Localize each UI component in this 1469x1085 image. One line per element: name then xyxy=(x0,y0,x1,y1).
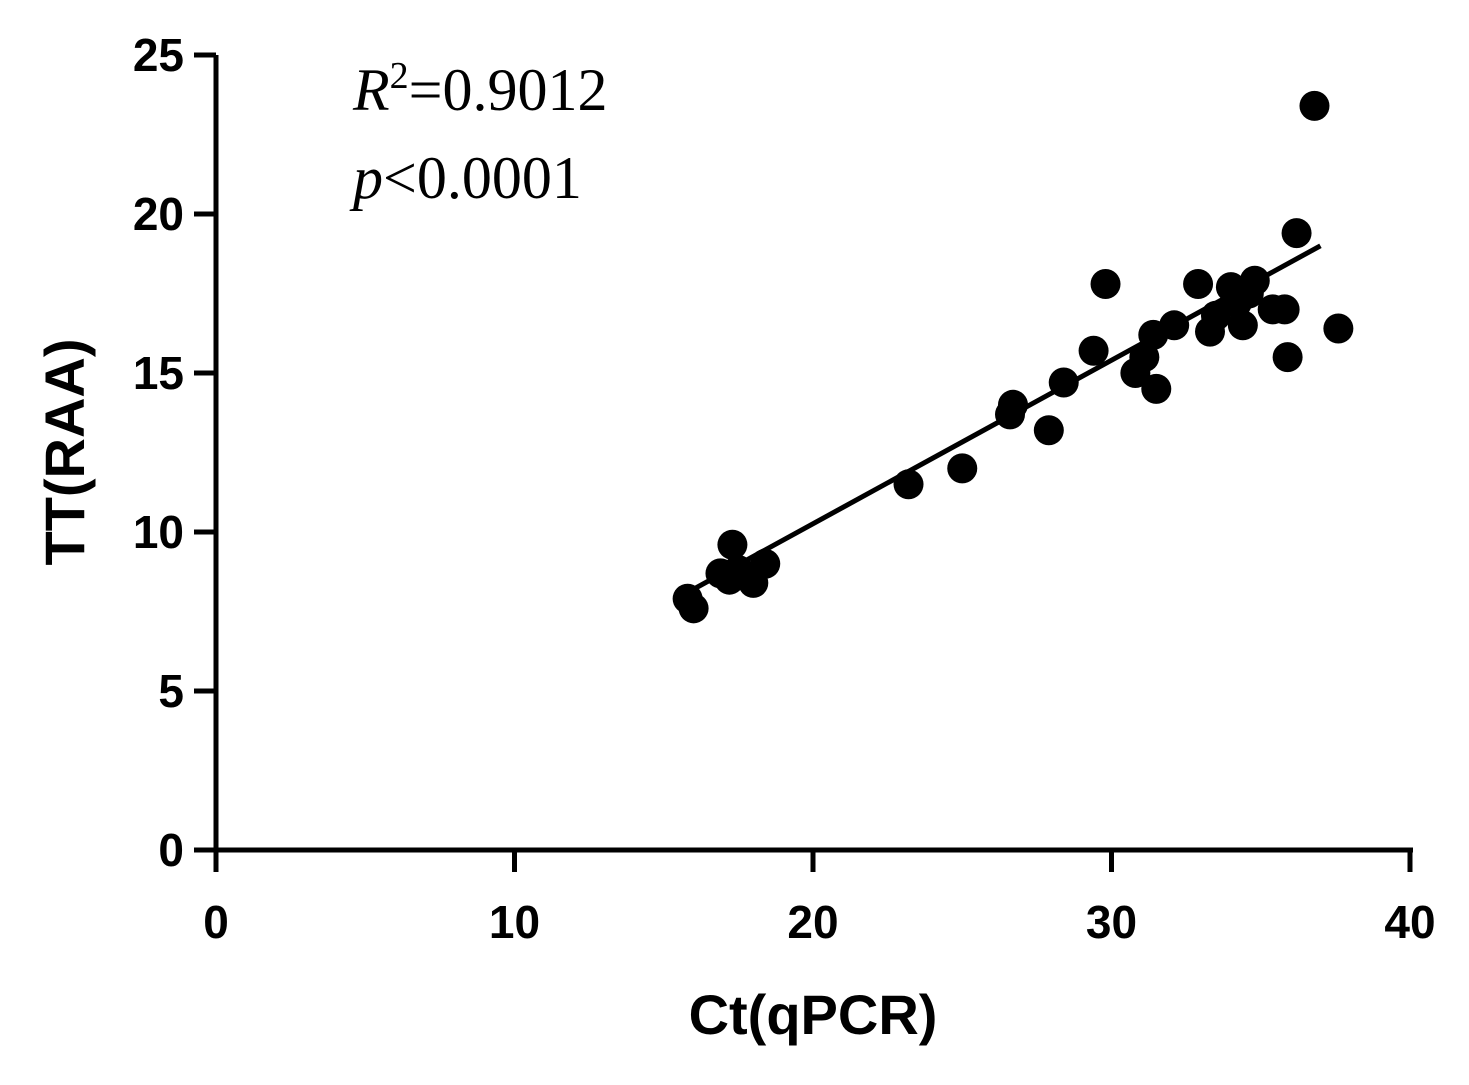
x-axis-label: Ct(qPCR) xyxy=(689,983,938,1046)
y-tick-label: 25 xyxy=(133,29,184,81)
data-point xyxy=(1033,415,1064,446)
p-value-annotation: p<0.0001 xyxy=(349,145,582,211)
x-tick-label: 20 xyxy=(787,896,838,948)
x-tick-label: 30 xyxy=(1086,896,1137,948)
data-point xyxy=(947,453,978,484)
data-point xyxy=(1048,367,1079,398)
data-point xyxy=(1281,218,1312,249)
y-tick-label: 0 xyxy=(158,824,184,876)
r-superscript: 2 xyxy=(390,55,409,97)
data-points xyxy=(672,90,1354,624)
data-point xyxy=(1159,310,1190,341)
y-tick-label: 5 xyxy=(158,665,184,717)
r-squared-value: =0.9012 xyxy=(409,57,608,123)
x-tick-label: 40 xyxy=(1384,896,1435,948)
data-point xyxy=(1227,310,1258,341)
data-point xyxy=(1323,313,1354,344)
data-point xyxy=(1269,294,1300,325)
y-axis-label: TT(RAA) xyxy=(33,338,96,565)
p-symbol: p xyxy=(349,145,383,211)
data-point xyxy=(1183,268,1214,299)
data-point xyxy=(1299,90,1330,121)
p-value: <0.0001 xyxy=(383,145,582,211)
data-point xyxy=(997,389,1028,420)
data-point xyxy=(678,593,709,624)
x-tick-label: 10 xyxy=(489,896,540,948)
data-point xyxy=(750,548,781,579)
x-ticks: 0 10 20 30 40 xyxy=(203,850,1436,948)
data-point xyxy=(717,529,748,560)
data-point xyxy=(1239,265,1270,296)
y-tick-label: 15 xyxy=(133,347,184,399)
data-point xyxy=(1272,342,1303,373)
y-tick-label: 20 xyxy=(133,188,184,240)
data-point xyxy=(893,469,924,500)
x-tick-label: 0 xyxy=(203,896,229,948)
y-tick-label: 10 xyxy=(133,506,184,558)
data-point xyxy=(1078,335,1109,366)
data-point xyxy=(1090,268,1121,299)
data-point xyxy=(1141,373,1172,404)
y-ticks: 0 5 10 15 20 25 xyxy=(133,29,216,876)
r-squared-annotation: R2=0.9012 xyxy=(352,55,608,123)
r-symbol: R xyxy=(352,57,390,123)
